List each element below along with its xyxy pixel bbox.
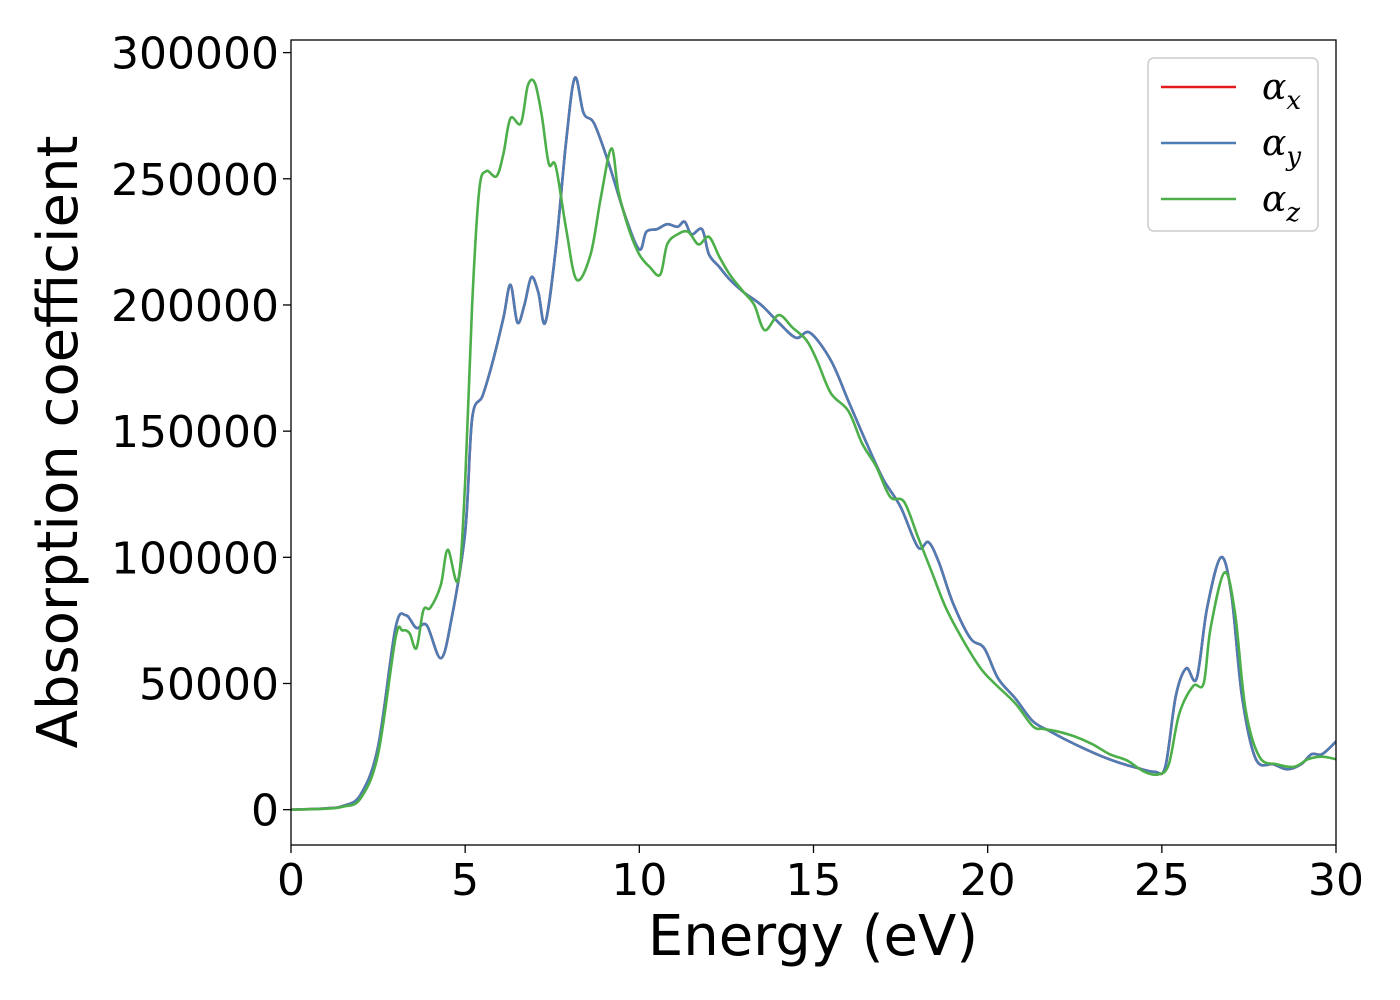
legend-label-base: α xyxy=(1262,179,1286,220)
y-tick-label: 50000 xyxy=(139,659,279,710)
y-tick-label: 300000 xyxy=(111,29,279,80)
x-tick-label: 0 xyxy=(277,855,305,906)
legend-label-subscript: x xyxy=(1286,86,1301,116)
y-axis-label: Absorption coefficient xyxy=(26,136,91,749)
legend-box xyxy=(1147,57,1319,232)
legend-label-subscript: z xyxy=(1285,198,1300,228)
y-tick-label: 200000 xyxy=(111,281,279,332)
x-tick-label: 20 xyxy=(960,855,1016,906)
y-tick-label: 250000 xyxy=(111,155,279,206)
legend-label-subscript: y xyxy=(1285,142,1301,172)
x-tick-label: 15 xyxy=(786,855,842,906)
legend-label-y: αy xyxy=(1262,123,1301,172)
series-layer xyxy=(291,76,1336,811)
legend-label-base: α xyxy=(1262,123,1286,164)
x-tick-label: 25 xyxy=(1134,855,1190,906)
y-axis-ticks: 0 50000 100000 150000 200000 250000 300000 xyxy=(111,29,291,837)
y-tick-label: 0 xyxy=(251,786,279,837)
legend-label-z: αz xyxy=(1262,179,1300,228)
y-tick-label: 100000 xyxy=(111,533,279,584)
x-tick-label: 30 xyxy=(1308,855,1364,906)
y-tick-label: 150000 xyxy=(111,407,279,458)
x-axis-label: Energy (eV) xyxy=(648,904,978,969)
legend-label-x: αx xyxy=(1262,67,1301,116)
series-line-z xyxy=(291,78,1336,811)
legend-label-base: α xyxy=(1262,67,1286,108)
x-tick-label: 5 xyxy=(451,855,479,906)
x-axis-ticks: 0 5 10 15 20 25 30 xyxy=(277,845,1364,906)
x-tick-label: 10 xyxy=(611,855,667,906)
